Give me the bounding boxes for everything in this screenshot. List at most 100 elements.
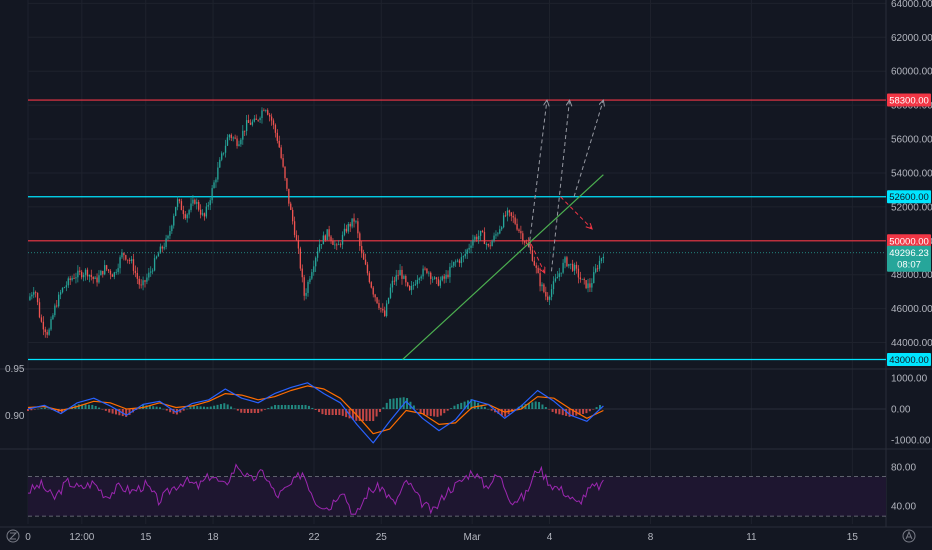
candle-body [548,296,551,300]
candle-body [414,284,417,286]
candle-body [564,257,566,263]
macd-left-label: 0.95 [5,364,25,375]
candle-body [595,268,597,273]
macd-histogram-bar [392,398,395,409]
macd-histogram-bar [33,409,36,410]
candle-body [485,244,488,245]
candle-body [403,276,405,279]
candle-body [226,137,229,146]
macd-histogram-bar [345,409,348,418]
candle-body [257,119,259,121]
candle-body [428,272,430,274]
auto-scale-icon[interactable] [902,529,916,543]
candle-body [194,199,196,204]
macd-histogram-bar [108,409,111,413]
macd-histogram-bar [304,404,307,409]
candle-body [343,228,346,235]
timezone-icon[interactable] [6,529,20,543]
candle-body [460,257,463,264]
macd-histogram-bar [578,409,581,415]
candle-body [171,225,173,232]
projection-arrow [550,100,569,272]
candle-body [282,158,284,167]
macd-histogram-bar [406,398,409,409]
macd-tick-label: 0.00 [891,405,911,416]
candle-body [186,214,188,219]
candle-body [192,199,194,204]
candle-body [449,266,451,278]
time-tick-label: Mar [464,532,482,543]
candle-body [504,215,507,217]
candle-body [355,221,357,223]
candle-body [221,153,223,160]
candle-body [81,271,83,278]
macd-histogram-bar [473,400,476,409]
level-price-badge [887,353,931,367]
candle-body [69,278,71,280]
candle-body [75,277,77,279]
candle-body [125,255,127,260]
candle-body [336,244,338,246]
candle-body [146,277,148,282]
macd-histogram-bar [595,407,598,409]
candle-body [589,283,591,288]
candle-body [242,130,244,140]
candle-body [98,275,100,283]
macd-histogram-bar [399,397,402,409]
macd-histogram-bar [372,409,375,422]
candle-body [107,269,110,271]
candle-body [328,229,330,237]
candle-body [163,246,165,249]
macd-histogram-bar [155,406,158,409]
level-price-badge [887,190,931,204]
candle-body [338,244,340,246]
candle-body [59,292,62,295]
rsi-tick-label: 40.00 [891,502,916,513]
macd-histogram-bar [223,403,226,409]
macd-histogram-bar [297,404,300,409]
candle-body [579,277,582,280]
candle-body [274,124,277,133]
candle-body [38,302,41,318]
candle-body [368,273,371,283]
candle-body [278,140,280,148]
candle-body [345,228,348,232]
macd-histogram-bar [331,409,334,416]
candle-body [295,234,298,240]
candle-body [29,296,31,301]
candle-body [77,270,79,278]
candle-body [305,292,307,296]
macd-histogram-bar [565,409,568,416]
macd-histogram-bar [538,402,541,409]
candle-body [537,267,539,274]
macd-histogram-bar [274,404,277,409]
candle-body [541,284,543,287]
candle-body [46,332,48,335]
macd-histogram-bar [571,409,574,417]
macd-histogram-bar [196,406,199,409]
candle-body [466,249,468,254]
candle-body [209,200,211,206]
macd-histogram-bar [240,409,243,413]
candle-body [290,203,292,210]
macd-histogram-bar [250,409,253,414]
macd-tick-label: 1000.00 [891,374,928,385]
macd-histogram-bar [98,407,101,409]
candle-body [196,201,198,204]
macd-histogram-bar [412,405,415,409]
macd-histogram-bar [148,405,151,409]
projection-arrow [560,196,592,229]
candle-body [261,110,263,119]
candle-body [207,205,209,207]
candle-body [61,287,64,293]
macd-histogram-bar [588,409,591,412]
candle-body [489,245,491,247]
candle-body [495,234,497,236]
macd-histogram-bar [246,409,249,414]
candle-body [169,231,171,236]
candle-body [111,274,114,277]
candle-body [127,259,129,261]
candle-body [86,269,89,277]
